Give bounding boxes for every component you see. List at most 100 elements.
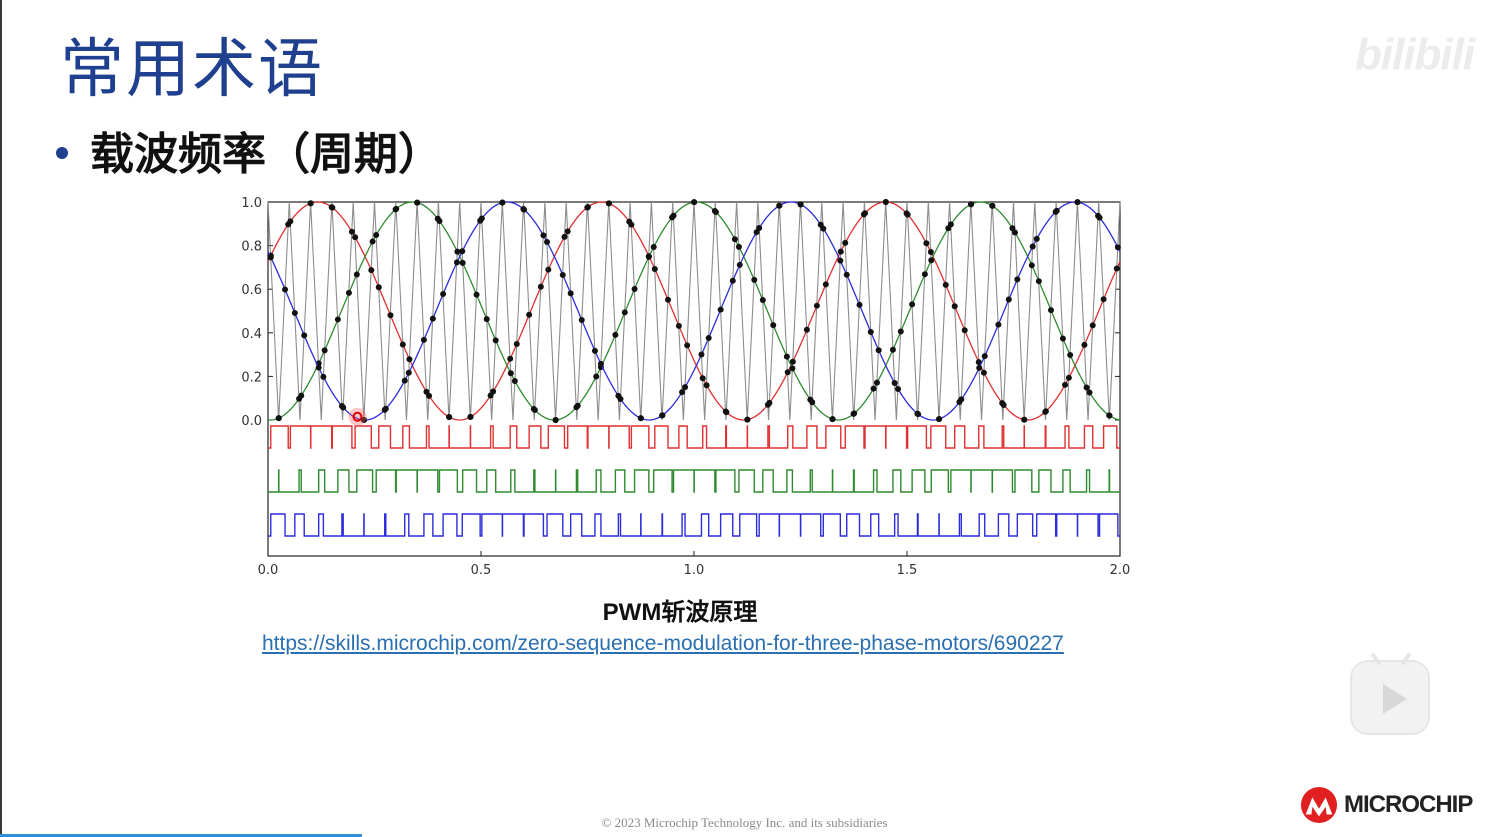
intersection-point: [267, 254, 274, 261]
intersection-point: [591, 347, 598, 354]
intersection-point: [895, 385, 902, 392]
y-tick-label: 0.2: [241, 370, 262, 385]
x-tick-label: 2.0: [1110, 563, 1131, 578]
intersection-point: [813, 302, 820, 309]
intersection-point: [842, 239, 849, 246]
video-play-button[interactable]: [1350, 652, 1430, 735]
intersection-point: [473, 291, 480, 298]
cursor-highlight: [348, 407, 367, 426]
intersection-point: [882, 199, 889, 205]
intersection-point: [426, 392, 433, 399]
intersection-point: [651, 265, 658, 272]
intersection-point: [645, 253, 652, 260]
reference-link[interactable]: https://skills.microchip.com/zero-sequen…: [262, 632, 1064, 655]
y-tick-label: 1.0: [241, 196, 262, 211]
intersection-point: [897, 328, 904, 335]
intersection-point: [1000, 401, 1007, 408]
bullet-dot-icon: [56, 147, 68, 159]
pwm-output-line: [268, 513, 1120, 537]
intersection-point: [574, 402, 581, 409]
intersection-point: [736, 261, 743, 268]
intersection-point: [980, 369, 987, 376]
intersection-point: [564, 228, 571, 235]
intersection-point: [1028, 262, 1035, 269]
intersection-point: [1042, 408, 1049, 415]
intersection-point: [961, 327, 968, 334]
intersection-point: [679, 389, 686, 396]
intersection-point: [698, 351, 705, 358]
pwm-chart-svg: 1.0 0.8 0.6 0.4 0.2 0.0 0.0 0.5 1.0 1.5 2.0: [241, 196, 1131, 578]
intersection-point: [483, 316, 490, 323]
intersection-point: [369, 238, 376, 245]
intersection-point: [298, 392, 305, 399]
intersection-point: [691, 199, 698, 206]
intersection-point: [927, 249, 934, 256]
intersection-point: [735, 243, 742, 250]
intersection-point: [951, 303, 958, 310]
intersection-point: [511, 377, 518, 384]
y-tick-label: 0.0: [241, 414, 262, 429]
intersection-point: [789, 358, 796, 365]
x-tick-label: 0.5: [471, 563, 492, 578]
intersection-point: [1059, 335, 1066, 342]
intersection-point: [1011, 229, 1018, 236]
intersection-point: [1113, 265, 1120, 272]
sine-series-line: [267, 201, 1121, 421]
intersection-point: [373, 232, 380, 239]
intersection-point: [454, 248, 461, 255]
intersection-point: [593, 373, 600, 380]
intersection-point: [759, 297, 766, 303]
intersection-point: [375, 284, 382, 291]
intersection-point: [628, 221, 635, 228]
intersection-point: [507, 355, 514, 362]
pwm-output-line: [268, 469, 1120, 493]
intersection-point: [729, 277, 736, 284]
intersection-point: [361, 416, 368, 423]
intersection-point: [968, 201, 975, 208]
intersection-point: [291, 309, 298, 316]
intersection-point: [612, 331, 619, 338]
intersection-point: [405, 369, 412, 376]
intersection-point: [1081, 341, 1088, 348]
intersection-point: [567, 290, 574, 297]
intersection-point: [862, 210, 869, 217]
intersection-point: [958, 396, 965, 403]
intersection-point: [904, 211, 911, 218]
intersection-point: [995, 321, 1002, 328]
intersection-point: [537, 283, 544, 290]
intersection-point: [675, 322, 682, 329]
cursor-marker: [352, 411, 363, 422]
intersection-point: [875, 347, 882, 354]
intersection-point: [717, 306, 724, 313]
intersection-point: [650, 243, 657, 250]
intersection-point: [307, 200, 314, 207]
intersection-point: [597, 360, 604, 367]
intersection-point: [756, 224, 763, 231]
bullet-text: 载波频率（周期）: [90, 129, 442, 180]
intersection-point: [1089, 322, 1096, 329]
intersection-point: [797, 201, 804, 208]
x-tick-label: 0.0: [258, 563, 279, 578]
intersection-point: [420, 336, 427, 343]
slide-title: 常用术语: [60, 33, 324, 107]
intersection-point: [436, 218, 443, 225]
intersection-point: [453, 259, 460, 266]
intersection-point: [1096, 214, 1103, 221]
intersection-point: [275, 415, 282, 422]
intersection-point: [1074, 199, 1081, 206]
intersection-point: [682, 384, 689, 391]
intersection-point: [921, 271, 928, 278]
intersection-point: [446, 414, 453, 421]
intersection-point: [770, 322, 777, 329]
intersection-point: [1014, 276, 1021, 283]
intersection-point: [1033, 235, 1040, 242]
intersection-point: [670, 212, 677, 219]
intersection-point: [923, 240, 930, 247]
intersection-point: [915, 411, 922, 418]
intersection-point: [705, 335, 712, 342]
x-tick-label: 1.5: [897, 563, 918, 578]
intersection-point: [659, 412, 666, 419]
intersection-point: [329, 204, 336, 211]
intersection-point: [348, 228, 355, 235]
intersection-point: [684, 342, 691, 349]
